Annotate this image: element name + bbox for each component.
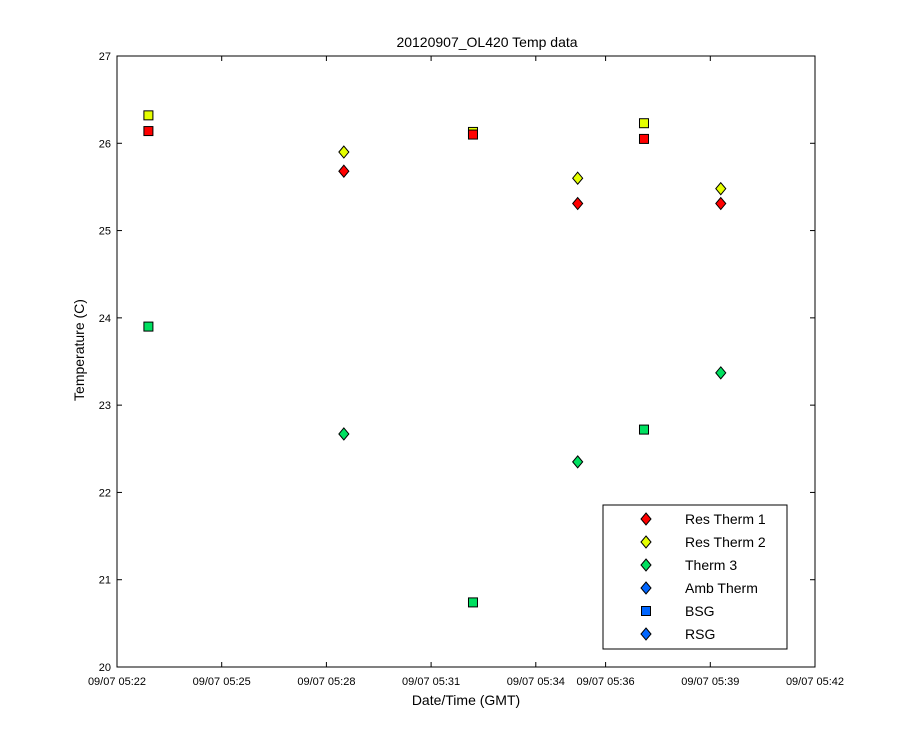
data-point-diamond — [572, 196, 584, 211]
y-tick-label: 26 — [99, 138, 111, 150]
y-tick-label: 21 — [99, 575, 111, 587]
legend-entry-label: BSG — [685, 603, 715, 619]
legend-box — [602, 504, 788, 650]
legend-entry-label: RSG — [685, 626, 715, 642]
x-tick-label: 09/07 05:28 — [297, 676, 355, 688]
data-point-diamond — [715, 366, 727, 380]
legend-marker-diamond — [640, 535, 652, 549]
data-markers — [143, 110, 727, 608]
data-point-square — [638, 133, 649, 144]
legend-entry-label: Therm 3 — [685, 557, 737, 573]
legend-entry-label: Res Therm 1 — [685, 511, 766, 527]
x-tick-label: 09/07 05:25 — [193, 676, 251, 688]
x-tick-label: 09/07 05:31 — [402, 676, 460, 688]
chart-title: 20120907_OL420 Temp data — [396, 34, 577, 50]
data-point-diamond — [715, 181, 727, 196]
legend-entry-label: Res Therm 2 — [685, 534, 766, 550]
y-tick-label: 25 — [99, 226, 111, 238]
data-point-diamond — [715, 196, 727, 211]
legend-entry-label: Amb Therm — [685, 580, 758, 596]
y-axis-label: Temperature (C) — [71, 299, 87, 401]
data-point-square — [467, 597, 478, 608]
y-tick-label: 24 — [99, 313, 111, 325]
data-point-diamond — [338, 164, 350, 178]
data-point-diamond — [338, 145, 350, 159]
legend-marker-diamond — [640, 558, 652, 572]
y-axis: 20 21 22 23 24 25 26 27 — [99, 51, 815, 674]
legend: Res Therm 1 Res Therm 2 Therm 3 Amb Therm BS… — [602, 504, 788, 650]
y-tick-label: 23 — [99, 400, 111, 412]
data-point-diamond — [572, 171, 584, 185]
data-point-diamond — [572, 455, 584, 469]
data-point-square — [638, 118, 649, 129]
x-tick-label: 09/07 05:22 — [88, 676, 146, 688]
data-point-square — [143, 126, 154, 137]
x-tick-label: 09/07 05:34 — [507, 676, 565, 688]
x-axis-label: Date/Time (GMT) — [412, 692, 520, 708]
data-point-diamond — [338, 427, 350, 441]
y-tick-label: 27 — [99, 51, 111, 63]
legend-marker-diamond — [640, 581, 652, 595]
x-axis: 09/07 05:22 09/07 05:25 09/07 05:28 09/07 0… — [88, 56, 844, 688]
data-point-square — [467, 129, 478, 140]
x-tick-label: 09/07 05:39 — [681, 676, 739, 688]
legend-marker-diamond — [640, 627, 652, 641]
data-point-square — [638, 424, 649, 435]
x-tick-label: 09/07 05:42 — [786, 676, 844, 688]
y-tick-label: 20 — [99, 662, 111, 674]
x-tick-label: 09/07 05:36 — [577, 676, 635, 688]
data-point-square — [143, 321, 154, 332]
y-tick-label: 22 — [99, 487, 111, 499]
data-point-square — [143, 110, 154, 121]
legend-marker-square — [641, 606, 651, 616]
legend-marker-diamond — [640, 512, 652, 526]
